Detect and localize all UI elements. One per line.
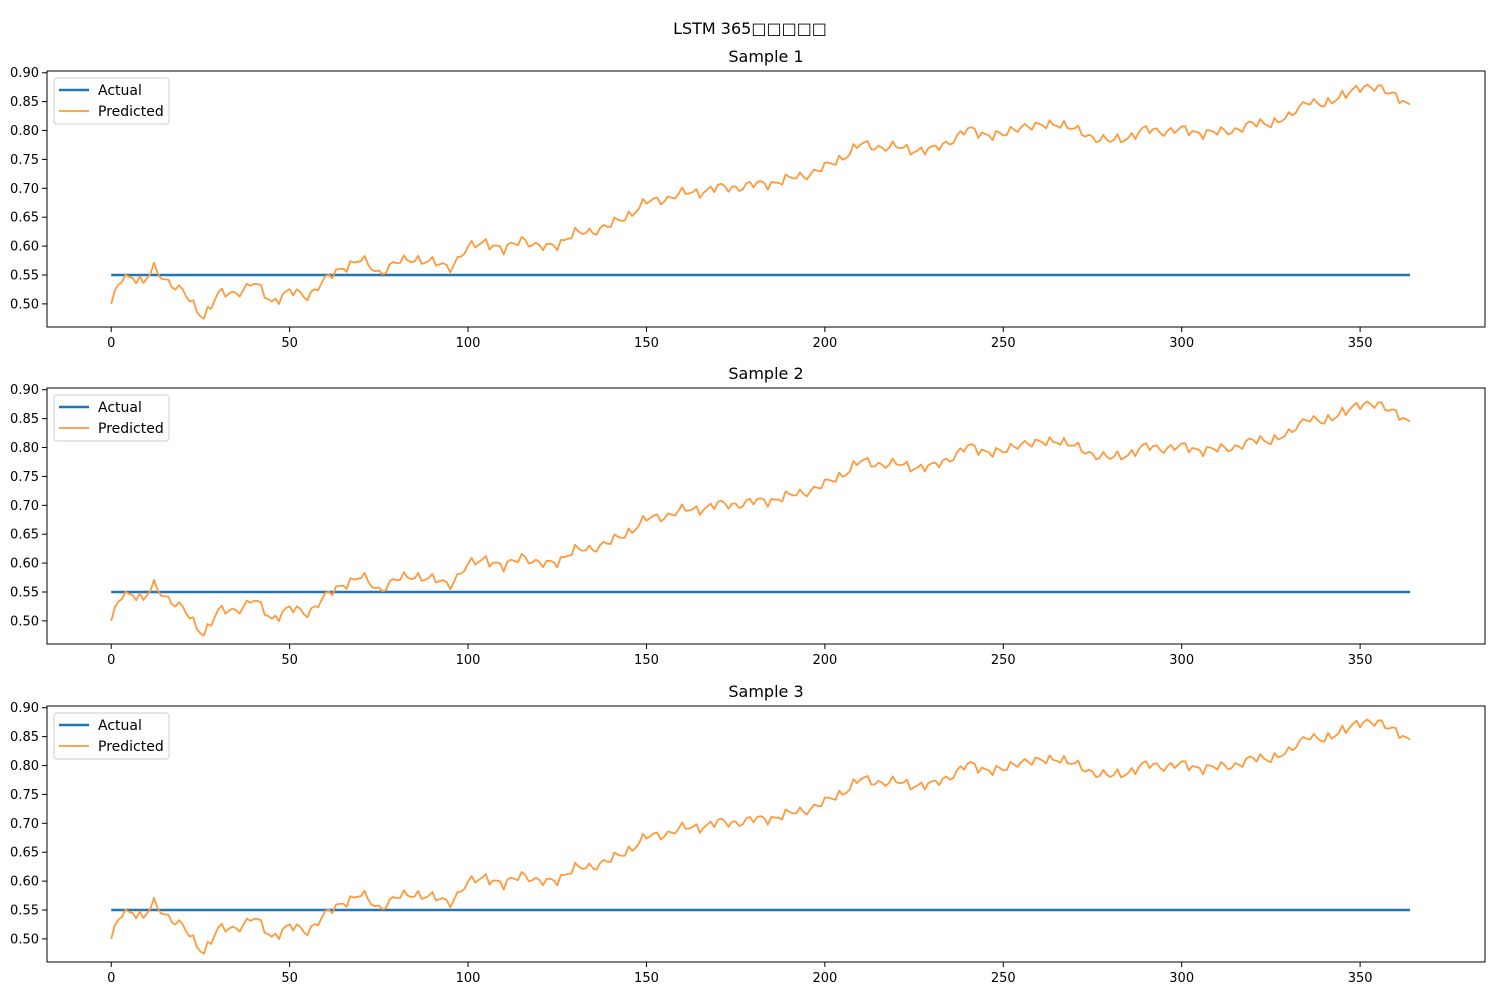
axes-frame <box>46 387 1486 645</box>
x-tick-label: 300 <box>1169 653 1194 668</box>
legend-label-actual: Actual <box>98 83 142 99</box>
x-tick-label: 50 <box>281 653 298 668</box>
legend: Actual Predicted <box>53 394 170 442</box>
legend: Actual Predicted <box>53 712 170 760</box>
y-tick-label: 0.80 <box>10 759 39 774</box>
subplot-1: Sample 1 0 50 100 150 200 250 300 350 0.50 0.55 0.6… <box>10 47 1486 351</box>
x-tick-label: 150 <box>634 971 659 986</box>
x-tick-label: 150 <box>634 653 659 668</box>
y-tick-label: 0.55 <box>10 903 39 918</box>
legend-label-actual: Actual <box>98 400 142 416</box>
predicted-line <box>110 718 1411 955</box>
x-tick-label: 300 <box>1169 336 1194 351</box>
y-tick-label: 0.75 <box>10 470 39 485</box>
x-tick-label: 200 <box>812 336 837 351</box>
legend-label-actual: Actual <box>98 718 142 734</box>
figure-title: LSTM 365□□□□□ <box>673 19 827 38</box>
x-tick-label: 250 <box>991 653 1016 668</box>
predicted-line <box>110 83 1411 320</box>
y-tick-label: 0.65 <box>10 211 39 226</box>
x-tick-label: 200 <box>812 971 837 986</box>
axes-frame <box>46 705 1486 963</box>
y-tick-label: 0.90 <box>10 701 39 716</box>
y-tick-label: 0.60 <box>10 875 39 890</box>
legend-label-predicted: Predicted <box>98 739 164 755</box>
y-tick-label: 0.75 <box>10 153 39 168</box>
x-tick-label: 0 <box>107 653 115 668</box>
y-tick-label: 0.50 <box>10 932 39 947</box>
subplot-2: Sample 2 0 50 100 150 200 250 300 350 0.50 0.55 0.6… <box>10 364 1486 668</box>
y-tick-label: 0.70 <box>10 817 39 832</box>
subplot-title: Sample 3 <box>728 682 803 701</box>
subplot-3: Sample 3 0 50 100 150 200 250 300 350 0.50 0.55 0.6… <box>10 682 1486 986</box>
x-tick-label: 250 <box>991 336 1016 351</box>
x-tick-label: 50 <box>281 336 298 351</box>
y-tick-label: 0.85 <box>10 412 39 427</box>
subplots: Sample 1 0 50 100 150 200 250 300 350 0.50 0.55 0.6… <box>10 47 1486 986</box>
x-tick-label: 0 <box>107 336 115 351</box>
y-tick-label: 0.50 <box>10 297 39 312</box>
y-tick-label: 0.60 <box>10 240 39 255</box>
legend-label-predicted: Predicted <box>98 104 164 120</box>
y-tick-label: 0.90 <box>10 66 39 81</box>
x-tick-label: 100 <box>456 653 481 668</box>
x-tick-label: 350 <box>1348 653 1373 668</box>
y-tick-label: 0.50 <box>10 614 39 629</box>
y-tick-label: 0.70 <box>10 499 39 514</box>
x-tick-label: 0 <box>107 971 115 986</box>
y-tick-label: 0.80 <box>10 124 39 139</box>
y-tick-label: 0.85 <box>10 95 39 110</box>
x-tick-label: 350 <box>1348 971 1373 986</box>
y-tick-label: 0.90 <box>10 383 39 398</box>
legend: Actual Predicted <box>53 77 170 125</box>
predicted-line <box>110 400 1411 637</box>
y-tick-label: 0.80 <box>10 441 39 456</box>
subplot-title: Sample 1 <box>728 47 803 66</box>
x-tick-label: 100 <box>456 971 481 986</box>
y-tick-label: 0.65 <box>10 846 39 861</box>
y-tick-label: 0.65 <box>10 528 39 543</box>
y-tick-label: 0.55 <box>10 268 39 283</box>
x-tick-label: 100 <box>456 336 481 351</box>
subplot-title: Sample 2 <box>728 364 803 383</box>
axes-frame <box>46 70 1486 328</box>
x-tick-label: 250 <box>991 971 1016 986</box>
y-tick-label: 0.60 <box>10 557 39 572</box>
x-tick-label: 350 <box>1348 336 1373 351</box>
legend-label-predicted: Predicted <box>98 421 164 437</box>
x-tick-label: 150 <box>634 336 659 351</box>
x-tick-label: 50 <box>281 971 298 986</box>
y-tick-label: 0.55 <box>10 585 39 600</box>
y-tick-label: 0.70 <box>10 182 39 197</box>
x-tick-label: 200 <box>812 653 837 668</box>
x-tick-label: 300 <box>1169 971 1194 986</box>
y-tick-label: 0.85 <box>10 730 39 745</box>
y-tick-label: 0.75 <box>10 788 39 803</box>
